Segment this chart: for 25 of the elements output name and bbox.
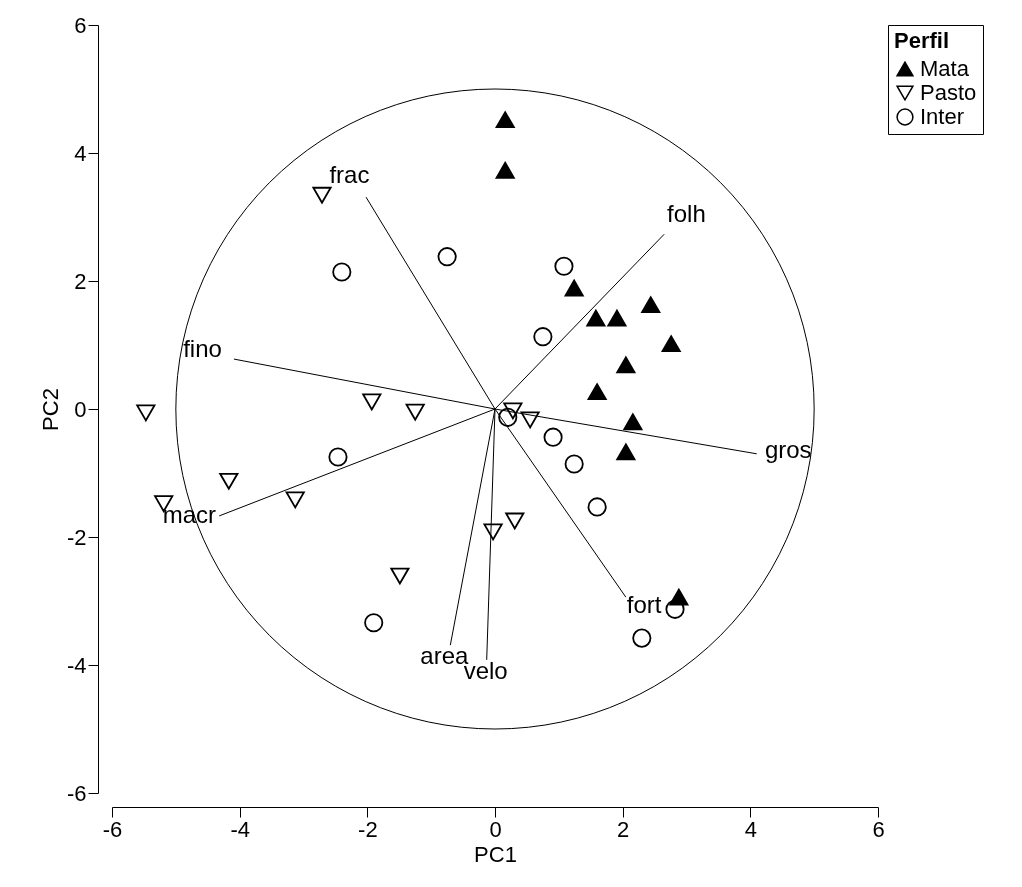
series-label: frac <box>329 160 370 188</box>
y-tick-label: -4 <box>66 652 87 678</box>
legend-label: Mata <box>920 56 970 81</box>
y-tick-label: 6 <box>74 12 87 38</box>
y-tick-label: -6 <box>66 780 87 806</box>
legend-label: Inter <box>920 104 965 129</box>
x-tick-label: 0 <box>489 816 502 842</box>
y-tick-label: 2 <box>74 268 87 294</box>
x-tick-label: 2 <box>617 816 630 842</box>
y-tick-label: 4 <box>74 140 87 166</box>
x-axis-title: PC1 <box>474 841 517 867</box>
series-label: gros <box>764 435 812 463</box>
legend-title: Perfil <box>894 28 950 53</box>
x-tick-label: -4 <box>230 816 250 842</box>
x-tick-label: -6 <box>102 816 123 842</box>
legend-label: Pasto <box>920 80 977 105</box>
x-tick-label: 4 <box>744 816 757 842</box>
y-tick-label: 0 <box>74 396 87 422</box>
x-tick-label: -2 <box>358 816 378 842</box>
series-label: folh <box>667 200 706 228</box>
x-tick-label: 6 <box>872 816 885 842</box>
series-label: fort <box>626 590 662 618</box>
y-axis-title: PC2 <box>37 388 63 431</box>
y-tick-label: -2 <box>66 524 87 550</box>
series-label: fino <box>183 334 222 362</box>
